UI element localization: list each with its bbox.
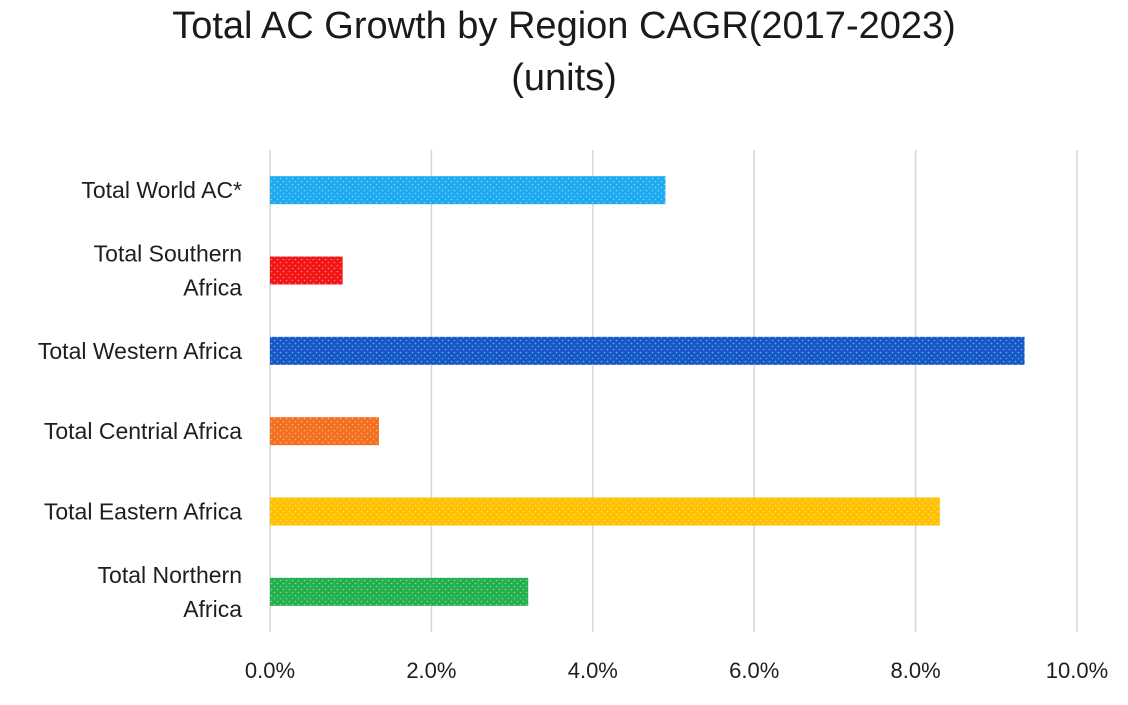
category-label: Total Southern Africa [94,241,243,301]
category-label: Total Centrial Africa [44,418,242,444]
bar [270,577,529,606]
category-label: Total Eastern Africa [44,499,242,525]
category-label: Total Northern Africa [98,562,243,622]
category-label: Total Western Africa [38,338,242,364]
x-tick-label: 8.0% [891,658,941,683]
category-label: Total World AC* [81,177,242,203]
x-tick-labels: 0.0% 2.0% 4.0% 6.0% 8.0% 10.0% [245,658,1108,683]
gridlines [269,150,1078,632]
x-tick-label: 6.0% [729,658,779,683]
bar [270,336,1025,365]
category-labels: Total World AC* Total Southern Africa Total… [38,177,242,622]
x-tick-label: 2.0% [406,658,456,683]
x-tick-label: 4.0% [568,658,618,683]
bar [270,497,940,526]
bars [270,176,1025,606]
x-tick-label: 0.0% [245,658,295,683]
x-tick-label: 10.0% [1046,658,1108,683]
bar [270,176,666,205]
chart-title-line: Total AC Growth by Region CAGR(2017-2023… [172,5,956,47]
chart-subtitle: (units) [511,57,617,99]
bar [270,256,343,285]
bar [270,417,379,446]
chart-title: Total AC Growth by Region CAGR(2017-2023… [0,0,1128,104]
